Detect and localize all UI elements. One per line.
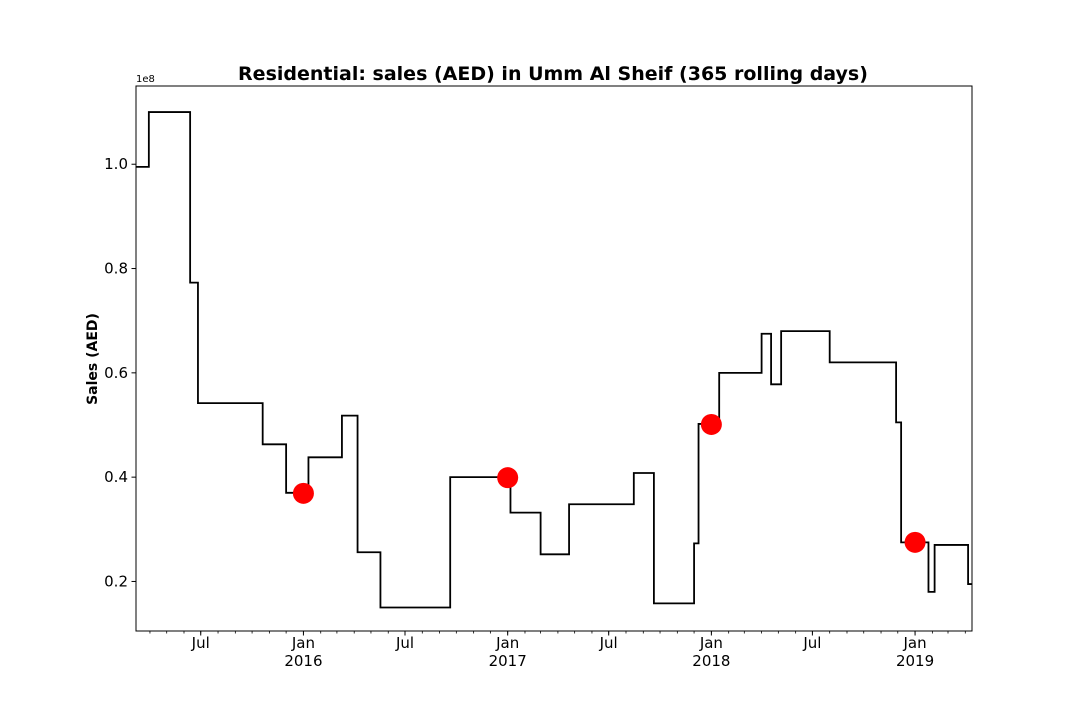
- x-tick-label: Jan: [903, 634, 927, 652]
- plot-frame: [135, 85, 973, 632]
- year-marker-point: [497, 467, 519, 489]
- x-tick-year-label: 2018: [692, 652, 730, 670]
- y-tick-label: 0.8: [104, 260, 128, 278]
- y-tick-label: 0.4: [104, 468, 128, 486]
- x-tick-year-label: 2016: [284, 652, 322, 670]
- x-tick-label: Jan: [291, 634, 315, 652]
- x-tick-year-label: 2019: [896, 652, 934, 670]
- x-tick-label: Jul: [395, 634, 414, 652]
- y-tick-label: 1.0: [104, 155, 128, 173]
- year-marker-point: [700, 413, 722, 435]
- x-tick-year-label: 2017: [489, 652, 527, 670]
- y-tick-label: 0.6: [104, 364, 128, 382]
- x-tick-label: Jul: [802, 634, 821, 652]
- sales-step-line: [136, 111, 972, 609]
- x-tick-label: Jan: [495, 634, 519, 652]
- y-tick-label: 0.2: [104, 572, 128, 590]
- x-tick-label: Jul: [191, 634, 210, 652]
- x-tick-label: Jul: [599, 634, 618, 652]
- chart-title: Residential: sales (AED) in Umm Al Sheif…: [238, 63, 868, 85]
- x-tick-label: Jan: [699, 634, 723, 652]
- year-marker-point: [904, 531, 926, 553]
- y-axis-label: Sales (AED): [85, 313, 101, 405]
- year-marker-point: [292, 482, 314, 504]
- y-offset-label: 1e8: [136, 74, 155, 85]
